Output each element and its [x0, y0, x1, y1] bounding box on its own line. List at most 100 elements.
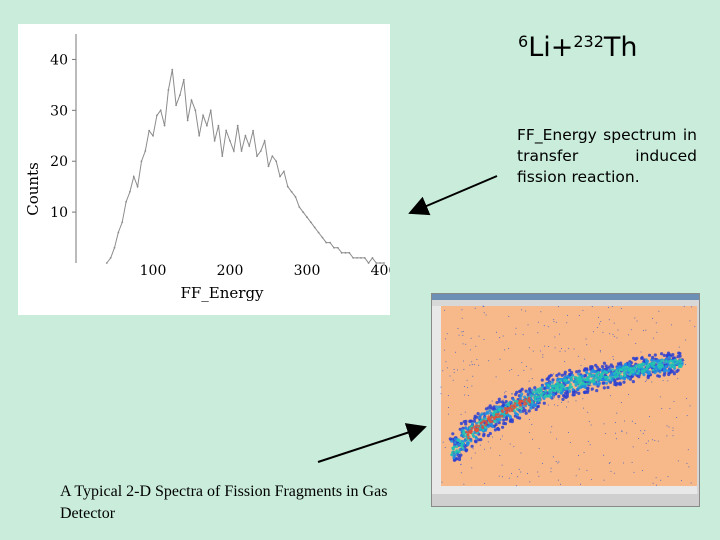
- spectrum-window-titlebar: [432, 294, 699, 300]
- spectrum-band-count: [587, 382, 591, 385]
- histogram-data-point: [283, 170, 285, 173]
- histogram-data-point: [371, 257, 374, 259]
- spectrum-background-count: [503, 392, 505, 394]
- spectrum-band-count: [539, 386, 542, 390]
- spectrum-background-count: [578, 468, 580, 470]
- spectrum-band-count: [602, 386, 606, 390]
- spectrum-background-count: [499, 337, 501, 339]
- spectrum-background-count: [670, 324, 672, 326]
- spectrum-background-count: [686, 462, 688, 464]
- spectrum-background-count: [501, 464, 503, 466]
- spectrum-band-count: [518, 399, 521, 402]
- spectrum-band-count: [636, 372, 639, 375]
- spectrum-background-count: [498, 475, 500, 477]
- spectrum-background-count: [600, 321, 602, 323]
- spectrum-band-count: [624, 362, 628, 366]
- spectrum-band-count: [458, 450, 461, 454]
- spectrum-background-count: [561, 401, 563, 403]
- spectrum-band-count: [450, 439, 454, 443]
- spectrum-band-count: [543, 394, 547, 398]
- spectrum-band-count: [587, 378, 591, 382]
- spectrum-background-count: [470, 337, 472, 339]
- spectrum-band-count: [510, 407, 514, 411]
- spectrum-background-count: [612, 356, 614, 358]
- spectrum-background-count: [483, 339, 485, 341]
- spectrum-band-count: [615, 369, 619, 372]
- spectrum-band-count: [525, 402, 528, 405]
- histogram-data-point: [132, 175, 135, 178]
- spectrum-background-count: [577, 455, 579, 457]
- spectrum-band-count: [626, 376, 630, 380]
- spectrum-background-count: [592, 331, 594, 333]
- spectrum-band-count: [629, 371, 633, 374]
- spectrum-band-count: [544, 389, 548, 393]
- histogram-y-tick-label: 10: [50, 205, 68, 221]
- spectrum-band-count: [574, 390, 578, 394]
- spectrum-band-count: [563, 391, 568, 395]
- spectrum-background-count: [642, 330, 644, 332]
- spectrum-band-count: [580, 382, 583, 386]
- spectrum-background-count: [608, 319, 610, 321]
- spectrum-band-count: [662, 373, 666, 377]
- spectrum-band-count: [607, 365, 611, 369]
- histogram-data-point: [317, 231, 320, 234]
- spectrum-band-count: [571, 390, 575, 394]
- spectrum-background-count: [446, 367, 448, 369]
- spectrum-band-count: [664, 368, 668, 372]
- spectrum-background-count: [499, 454, 501, 456]
- spectrum-band-count: [572, 380, 576, 384]
- spectrum-background-count: [449, 375, 451, 377]
- spectrum-background-count: [613, 335, 615, 337]
- spectrum-background-count: [673, 401, 675, 403]
- spectrum-background-count: [609, 462, 611, 464]
- spectrum-background-count: [508, 315, 510, 317]
- spectrum-background-count: [688, 466, 690, 468]
- spectrum-background-count: [608, 462, 610, 464]
- spectrum-band-count: [618, 382, 623, 386]
- spectrum-background-count: [661, 408, 663, 410]
- spectrum-background-count: [575, 400, 577, 402]
- spectrum-band-count: [451, 432, 455, 436]
- spectrum-band-count: [462, 429, 466, 433]
- spectrum-background-count: [470, 349, 472, 351]
- histogram-data-point: [259, 150, 262, 152]
- spectrum-background-count: [474, 452, 476, 454]
- spectrum-band-count: [467, 436, 470, 440]
- spectrum-background-count: [508, 348, 510, 350]
- spectrum-background-count: [478, 335, 480, 337]
- histogram-data-point: [375, 262, 378, 264]
- spectrum-band-count: [476, 412, 480, 416]
- spectrum-background-count: [633, 471, 635, 473]
- spectrum-background-count: [590, 384, 592, 386]
- spectrum-band-count: [553, 388, 556, 392]
- spectrum-background-count: [654, 439, 656, 441]
- spectrum-band-count: [534, 395, 537, 399]
- spectrum-band-count: [576, 376, 580, 380]
- spectrum-band-count: [479, 413, 483, 417]
- spectrum-background-count: [626, 432, 628, 434]
- spectrum-background-count: [542, 356, 544, 358]
- spectrum-band-count: [510, 418, 514, 422]
- spectrum-band-count: [613, 375, 616, 379]
- spectrum-background-count: [528, 380, 530, 382]
- spectrum-background-count: [453, 371, 455, 373]
- spectrum-background-count: [515, 485, 517, 487]
- spectrum-band-count: [459, 421, 463, 426]
- spectrum-background-count: [462, 343, 464, 345]
- spectrum-band-count: [651, 355, 655, 360]
- spectrum-band-count: [456, 439, 460, 442]
- histogram-data-point: [336, 246, 339, 249]
- spectrum-background-count: [640, 430, 642, 432]
- spectrum-background-count: [471, 457, 473, 459]
- spectrum-band-count: [468, 429, 472, 433]
- histogram-data-point: [113, 246, 116, 249]
- spectrum-background-count: [603, 454, 605, 456]
- spectrum-background-count: [558, 333, 560, 335]
- spectrum-background-count: [463, 483, 465, 485]
- spectrum-band-count: [453, 441, 457, 445]
- spectrum-band-count: [552, 393, 556, 397]
- histogram-data-point: [121, 221, 124, 224]
- spectrum-band-count: [484, 428, 488, 432]
- spectrum-background-count: [610, 470, 612, 472]
- spectrum-band-count: [675, 369, 679, 374]
